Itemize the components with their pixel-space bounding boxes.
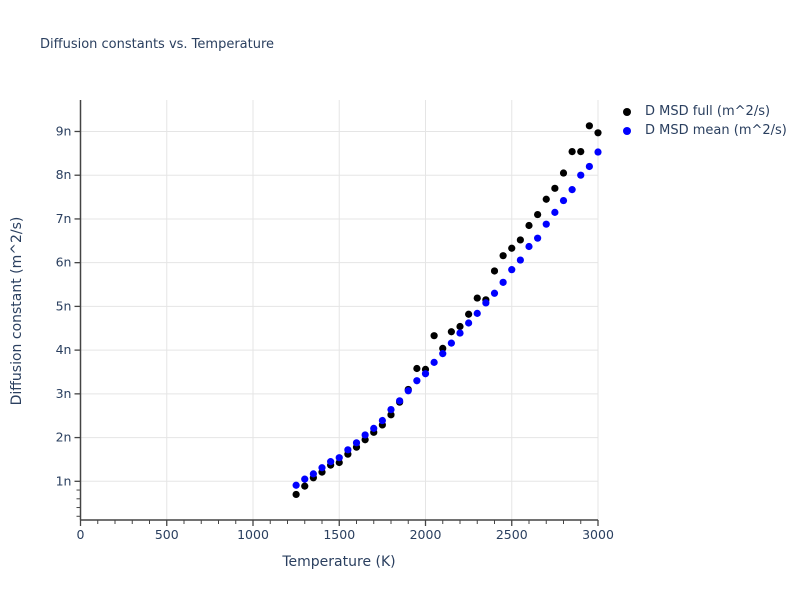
- y-tick-label: 9n: [56, 123, 72, 138]
- scatter-point-full[interactable]: [594, 129, 602, 137]
- scatter-point-mean[interactable]: [344, 446, 352, 454]
- scatter-point-mean[interactable]: [508, 266, 516, 274]
- scatter-point-mean[interactable]: [292, 481, 300, 489]
- scatter-point-full[interactable]: [490, 267, 499, 275]
- y-tick-label: 4n: [56, 342, 72, 357]
- scatter-point-mean[interactable]: [404, 387, 412, 395]
- scatter-point-mean[interactable]: [516, 256, 524, 264]
- scatter-point-mean[interactable]: [387, 405, 395, 414]
- legend-marker-mean-icon: [623, 126, 631, 135]
- scatter-point-full[interactable]: [551, 184, 559, 192]
- scatter-point-mean[interactable]: [525, 242, 533, 251]
- x-tick-label: 0: [77, 527, 85, 542]
- scatter-point-mean[interactable]: [430, 358, 438, 366]
- scatter-point-mean[interactable]: [534, 234, 542, 242]
- chart-title: Diffusion constants vs. Temperature: [40, 37, 275, 52]
- y-tick-label: 3n: [56, 386, 72, 401]
- scatter-point-full[interactable]: [413, 364, 421, 373]
- scatter-point-full[interactable]: [585, 122, 593, 130]
- scatter-point-mean[interactable]: [318, 464, 326, 472]
- y-axis-title: Diffusion constant (m^2/s): [9, 216, 25, 406]
- x-tick-label: 1500: [323, 527, 355, 542]
- scatter-point-full[interactable]: [577, 147, 585, 156]
- legend-marker-full-icon: [623, 107, 631, 116]
- scatter-point-mean[interactable]: [309, 470, 317, 478]
- scatter-point-mean[interactable]: [465, 319, 473, 327]
- scatter-point-full[interactable]: [559, 169, 568, 177]
- x-axis-title: Temperature (K): [282, 554, 396, 570]
- scatter-point-full[interactable]: [542, 195, 550, 203]
- scatter-point-mean[interactable]: [559, 196, 568, 205]
- y-tick-label: 5n: [56, 298, 72, 313]
- scatter-point-full[interactable]: [301, 482, 309, 490]
- scatter-point-mean[interactable]: [585, 162, 593, 171]
- scatter-point-full[interactable]: [439, 344, 447, 352]
- scatter-point-full[interactable]: [456, 322, 464, 331]
- scatter-point-full[interactable]: [525, 221, 533, 230]
- scatter-point-mean[interactable]: [542, 220, 550, 228]
- scatter-point-mean[interactable]: [594, 148, 602, 156]
- legend-label-full: D MSD full (m^2/s): [645, 104, 771, 119]
- x-tick-label: 1000: [237, 527, 269, 542]
- y-tick-label: 2n: [56, 430, 72, 445]
- scatter-point-mean[interactable]: [551, 208, 559, 216]
- y-tick-label: 1n: [56, 473, 72, 488]
- scatter-point-mean[interactable]: [327, 458, 335, 466]
- legend: D MSD full (m^2/s) D MSD mean (m^2/s): [617, 102, 787, 140]
- scatter-point-full[interactable]: [465, 310, 473, 318]
- scatter-point-mean[interactable]: [568, 186, 576, 194]
- scatter-point-mean[interactable]: [361, 431, 369, 439]
- scatter-point-mean[interactable]: [439, 350, 447, 358]
- scatter-point-full[interactable]: [516, 236, 524, 244]
- x-tick-label: 2500: [496, 527, 528, 542]
- scatter-point-mean[interactable]: [473, 309, 481, 317]
- scatter-point-mean[interactable]: [499, 278, 507, 286]
- scatter-point-full[interactable]: [499, 252, 507, 260]
- x-tick-label: 3000: [582, 527, 614, 542]
- scatter-point-full[interactable]: [534, 210, 542, 219]
- scatter-point-mean[interactable]: [421, 370, 430, 378]
- scatter-point-full[interactable]: [430, 332, 438, 340]
- scatter-point-full[interactable]: [447, 328, 455, 336]
- scatter-point-mean[interactable]: [456, 329, 464, 337]
- scatter-point-mean[interactable]: [370, 424, 378, 432]
- scatter-point-mean[interactable]: [490, 289, 499, 297]
- scatter-point-mean[interactable]: [577, 171, 585, 179]
- scatter-point-full[interactable]: [387, 411, 395, 419]
- legend-item-mean[interactable]: D MSD mean (m^2/s): [617, 121, 787, 140]
- scatter-point-mean[interactable]: [378, 416, 386, 425]
- x-tick-label: 500: [155, 527, 179, 542]
- legend-item-full[interactable]: D MSD full (m^2/s): [617, 102, 787, 121]
- scatter-point-mean[interactable]: [482, 299, 490, 307]
- scatter-point-full[interactable]: [508, 244, 516, 252]
- y-tick-label: 7n: [56, 211, 72, 226]
- scatter-point-full[interactable]: [568, 147, 576, 156]
- legend-label-mean: D MSD mean (m^2/s): [645, 123, 787, 138]
- x-tick-label: 2000: [410, 527, 442, 542]
- scatter-point-mean[interactable]: [413, 377, 421, 385]
- scatter-point-full[interactable]: [292, 490, 300, 499]
- y-tick-label: 6n: [56, 255, 72, 270]
- scatter-point-full[interactable]: [473, 294, 481, 302]
- scatter-point-mean[interactable]: [352, 439, 361, 447]
- scatter-point-mean[interactable]: [447, 339, 455, 347]
- scatter-point-mean[interactable]: [335, 454, 343, 462]
- scatter-point-mean[interactable]: [396, 397, 404, 405]
- scatter-point-mean[interactable]: [301, 475, 309, 483]
- y-tick-label: 8n: [56, 167, 72, 182]
